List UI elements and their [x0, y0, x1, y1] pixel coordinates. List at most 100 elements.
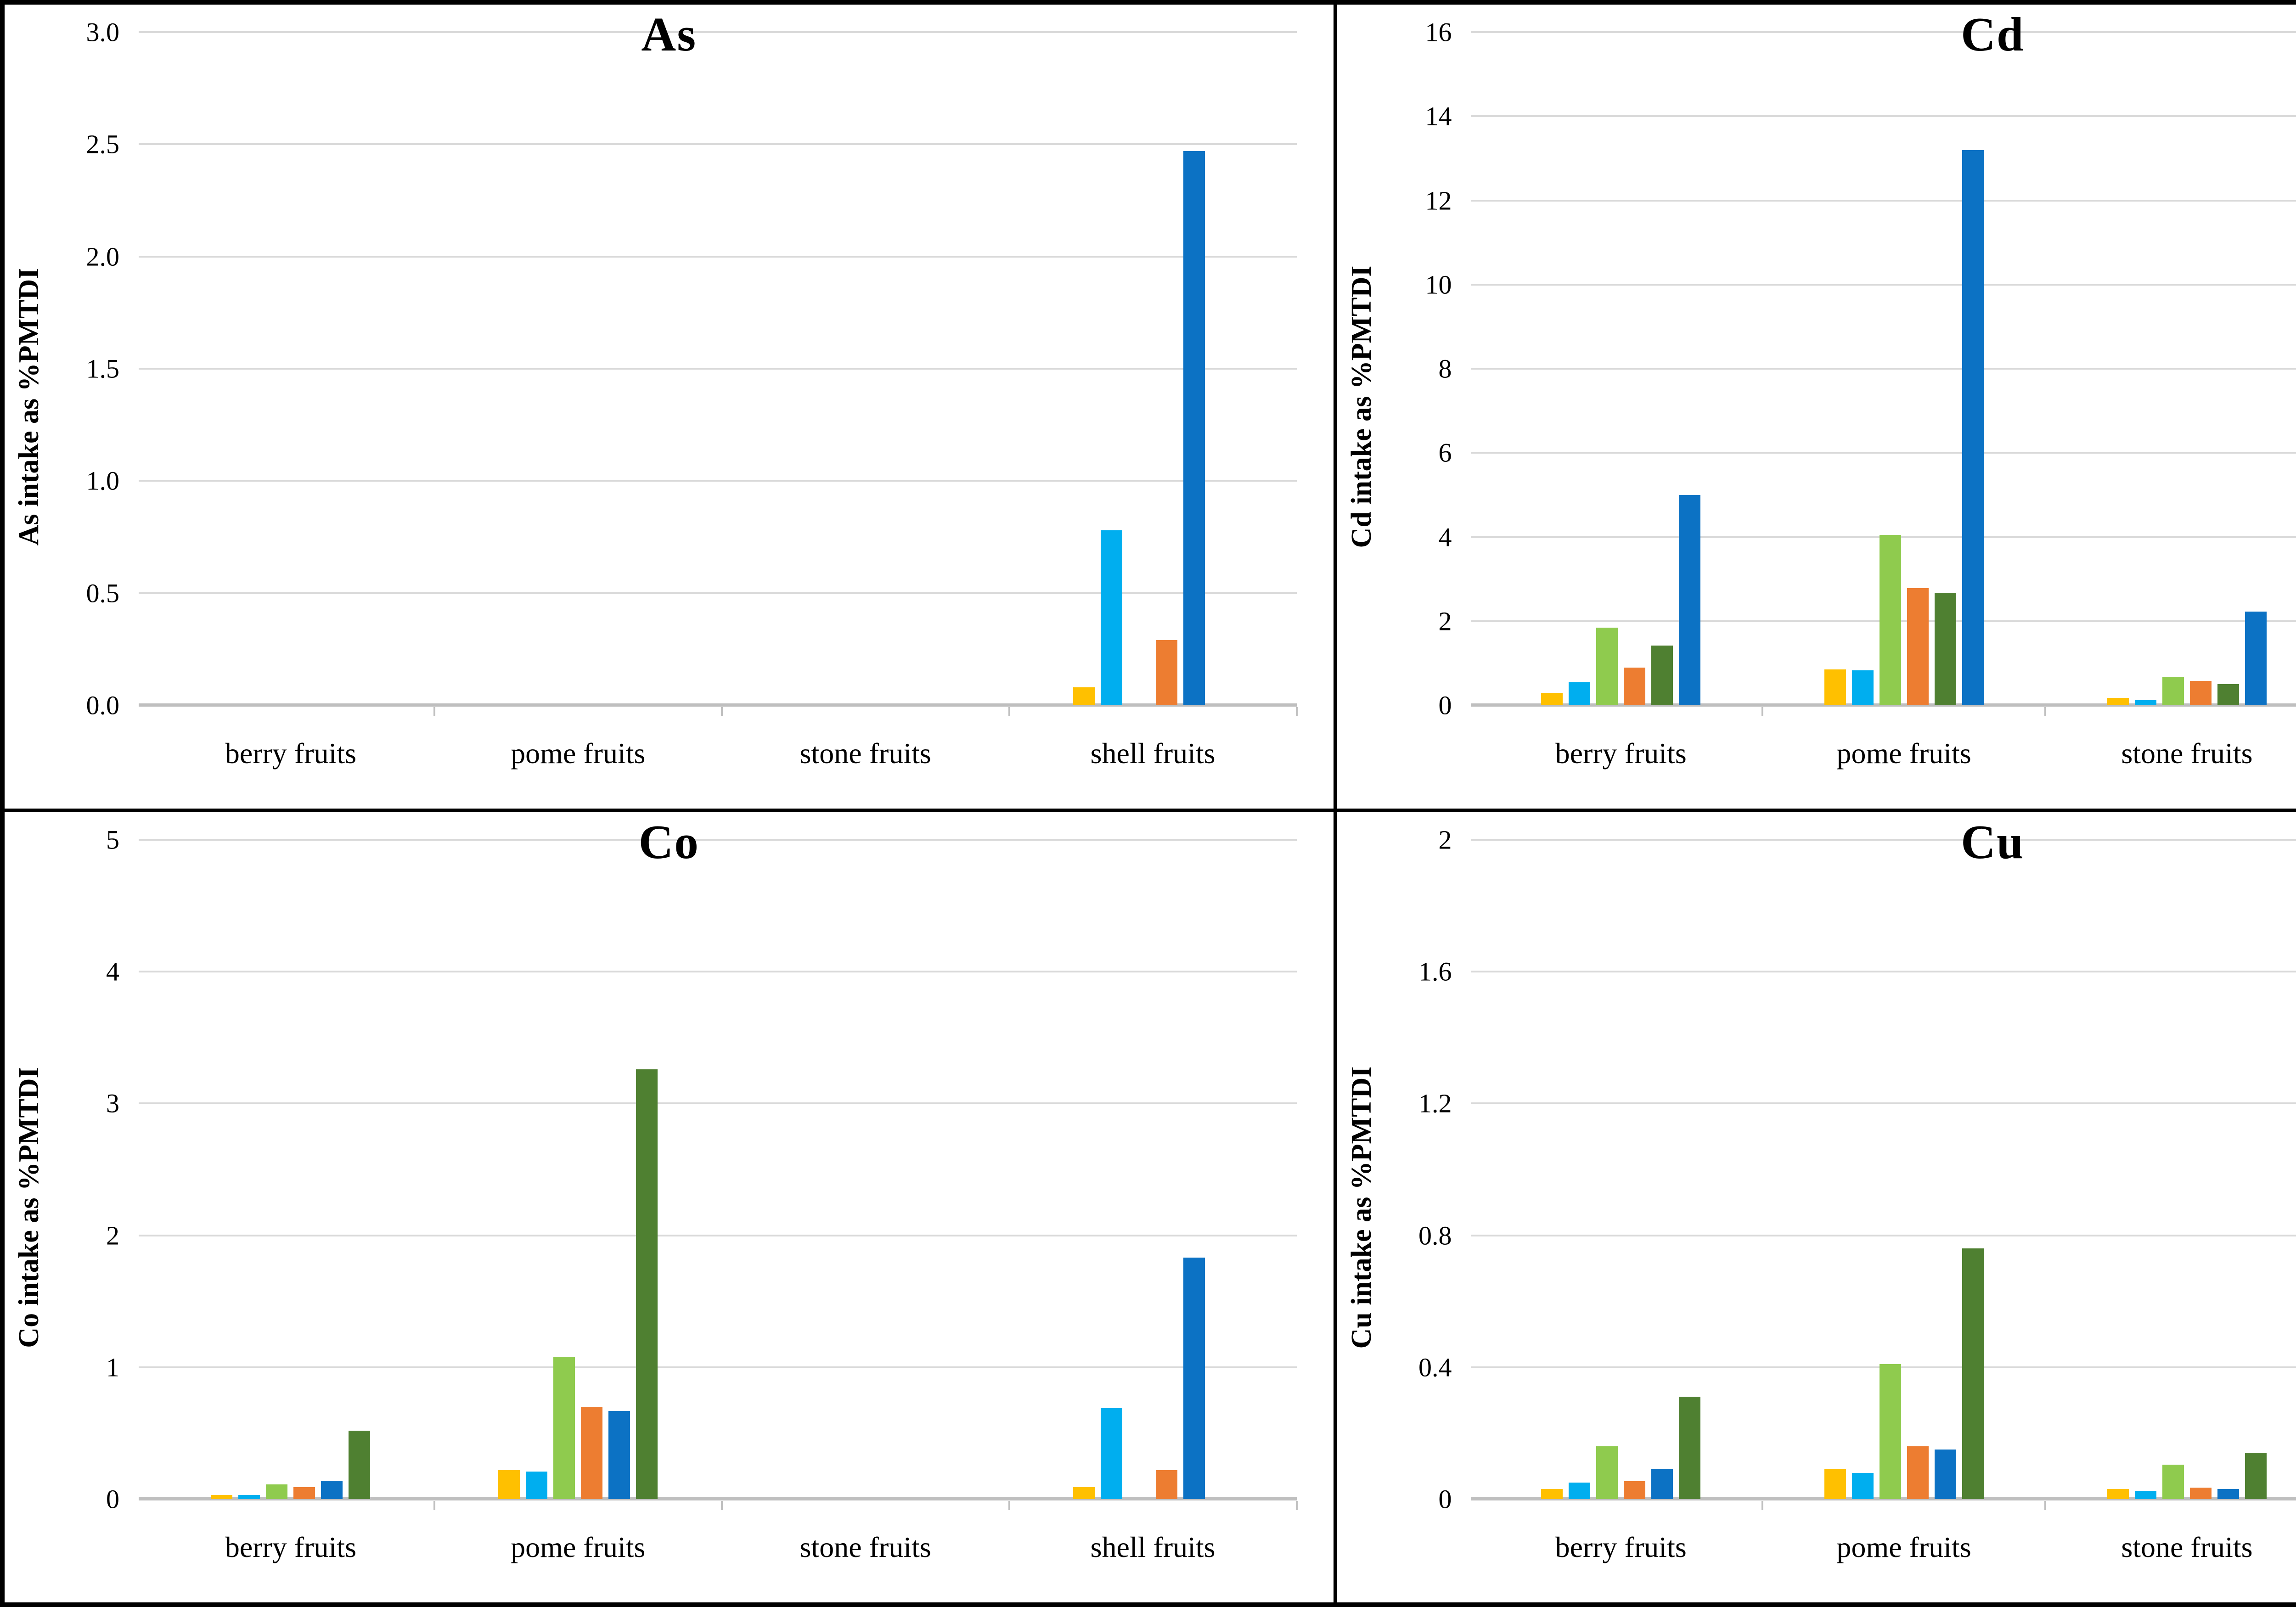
bar-co-berry-fruits-dark_green [349, 1430, 371, 1499]
y-tick-label: 2 [1438, 606, 1452, 636]
bar-cd-berry-fruits-dark_green [1651, 646, 1673, 706]
bar-group-pome-fruits [1762, 840, 2047, 1510]
bar-co-berry-fruits-light_blue [238, 1495, 260, 1499]
plot-area: 5 4 3 2 1 0 [106, 825, 1298, 1514]
bar-cu-stone-fruits-orange [2189, 1487, 2212, 1499]
x-tick-label-pome-fruits: pome fruits [1836, 737, 1971, 770]
y-tick-label: 3 [106, 1088, 119, 1118]
gridline [1471, 368, 2296, 370]
y-tick-label: 1.0 [86, 466, 120, 496]
bar-co-pome-fruits-light_blue [526, 1471, 548, 1499]
x-tick-label-stone-fruits: stone fruits [2121, 1530, 2253, 1563]
bar-co-berry-fruits-yellow [211, 1495, 233, 1499]
bar-cd-pome-fruits-dark_green [1934, 592, 1956, 706]
y-axis-ticks: 2 1.6 1.2 0.8 0.4 0 [1360, 825, 1466, 1514]
y-tick-label: 16 [1425, 17, 1452, 47]
x-tick-label-shell-fruits: shell fruits [1090, 1530, 1216, 1563]
gridline [1471, 283, 2296, 286]
y-tick-label: 2 [106, 1220, 119, 1251]
x-axis-line [139, 1497, 1297, 1500]
gridline [139, 1102, 1297, 1105]
bar-co-shell-fruits-light_blue [1101, 1408, 1123, 1499]
y-tick-label: 4 [106, 956, 119, 987]
y-tick-label: 2.5 [86, 129, 120, 159]
plot-area: 16 14 12 10 8 6 4 2 0 [1425, 17, 2296, 720]
y-tick-label: 0 [106, 1484, 119, 1514]
y-tick-label: 1 [106, 1352, 119, 1382]
y-tick-label: 0 [1438, 690, 1452, 720]
chart-title-co: Co [638, 815, 699, 869]
bar-cd-pome-fruits-light_blue [1851, 670, 1874, 706]
bar-cu-pome-fruits-dark_green [1962, 1248, 1984, 1499]
y-tick-label: 0.5 [86, 578, 120, 608]
bar-cu-pome-fruits-yellow [1824, 1469, 1846, 1499]
plot-area: 3.0 2.5 2.0 1.5 1.0 0.5 0.0 [86, 17, 1298, 720]
bar-group-pome-fruits [1762, 32, 2047, 717]
bar-cu-berry-fruits-light_green [1596, 1446, 1618, 1499]
bar-cu-stone-fruits-dark_green [2245, 1453, 2267, 1499]
bar-group-shell-fruits [1009, 840, 1298, 1510]
y-tick-label: 10 [1425, 270, 1452, 300]
gridline [139, 839, 1297, 841]
gridline [1471, 115, 2296, 118]
bar-cu-pome-fruits-light_green [1879, 1364, 1901, 1499]
y-tick-label: 14 [1425, 101, 1452, 131]
chart-cell-co: Co Co intake as %PMTDI 5 4 3 2 1 0 berry fruits p… [5, 812, 1337, 1602]
bar-cd-berry-fruits-light_blue [1569, 682, 1591, 706]
bar-as-shell-fruits-dark_blue [1183, 151, 1205, 706]
bar-cd-berry-fruits-dark_blue [1679, 494, 1701, 706]
chart-title-cu: Cu [1961, 815, 2025, 869]
bar-group-pome-fruits [434, 32, 723, 717]
bar-group-stone-fruits [2045, 840, 2296, 1499]
x-tick-label-stone-fruits: stone fruits [2121, 737, 2253, 770]
bar-cu-berry-fruits-dark_blue [1651, 1469, 1673, 1499]
bar-groups [1480, 32, 2296, 717]
gridline [139, 255, 1297, 258]
x-tick-label-stone-fruits: stone fruits [799, 1530, 931, 1563]
y-tick-label: 2 [1438, 825, 1452, 855]
bar-cd-stone-fruits-light_blue [2134, 700, 2156, 706]
x-tick-label-pome-fruits: pome fruits [511, 1530, 646, 1563]
bar-cd-pome-fruits-light_green [1879, 535, 1901, 706]
chart-cell-as: As As intake as %PMTDI 3.0 2.5 2.0 1.5 1.0 0.5 0… [5, 5, 1337, 813]
bar-cu-pome-fruits-light_blue [1851, 1472, 1874, 1499]
bar-as-shell-fruits-yellow [1073, 687, 1095, 706]
x-tick-label-stone-fruits: stone fruits [799, 737, 931, 770]
gridline [139, 971, 1297, 973]
bar-group-stone-fruits [722, 840, 1010, 1510]
bar-group-stone-fruits [722, 32, 1010, 717]
bar-co-berry-fruits-light_green [266, 1484, 288, 1499]
bar-group-stone-fruits [2045, 32, 2296, 706]
y-tick-label: 0 [1438, 1484, 1452, 1514]
bar-cd-stone-fruits-yellow [2107, 697, 2129, 706]
bar-co-berry-fruits-dark_blue [321, 1480, 343, 1499]
gridline [139, 592, 1297, 594]
y-axis-ticks: 5 4 3 2 1 0 [28, 825, 133, 1514]
bar-co-pome-fruits-yellow [498, 1470, 520, 1499]
y-tick-label: 1.6 [1418, 956, 1452, 987]
bar-cd-stone-fruits-dark_green [2217, 684, 2239, 706]
bar-co-pome-fruits-light_green [553, 1356, 575, 1499]
bar-cd-berry-fruits-orange [1624, 667, 1646, 706]
gridline [1471, 839, 2296, 841]
bar-cd-stone-fruits-dark_blue [2245, 611, 2267, 706]
bar-group-berry-fruits [1480, 840, 1764, 1510]
bar-groups [1480, 840, 2296, 1510]
gridline [139, 143, 1297, 146]
chart-title-as: As [641, 7, 697, 61]
y-tick-label: 0.4 [1418, 1352, 1452, 1382]
gridline [139, 368, 1297, 370]
bar-cu-berry-fruits-orange [1624, 1481, 1646, 1499]
bar-group-berry-fruits [1480, 32, 1764, 717]
bar-cd-stone-fruits-orange [2189, 680, 2212, 706]
y-axis-ticks: 16 14 12 10 8 6 4 2 0 [1360, 17, 1466, 720]
y-tick-label: 0.8 [1418, 1220, 1452, 1251]
x-tick-label-shell-fruits: shell fruits [1090, 737, 1216, 770]
gridline [1471, 199, 2296, 202]
bar-cu-berry-fruits-light_blue [1569, 1483, 1591, 1499]
bar-co-pome-fruits-dark_blue [608, 1410, 630, 1499]
y-tick-label: 1.5 [86, 354, 120, 384]
bar-cu-berry-fruits-dark_green [1679, 1397, 1701, 1499]
